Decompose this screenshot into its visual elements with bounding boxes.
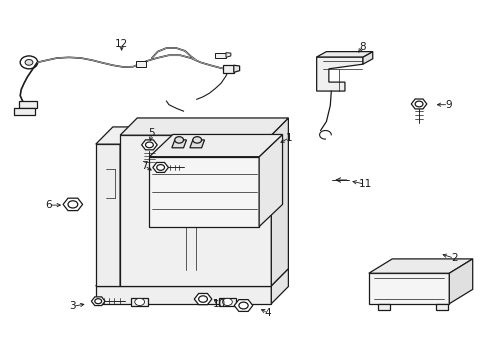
Text: 4: 4	[264, 308, 271, 318]
Circle shape	[20, 56, 38, 69]
Polygon shape	[149, 134, 282, 157]
Polygon shape	[189, 140, 204, 148]
Polygon shape	[377, 304, 389, 310]
Polygon shape	[368, 273, 448, 304]
Polygon shape	[19, 101, 37, 108]
Polygon shape	[215, 53, 225, 58]
Polygon shape	[120, 118, 288, 135]
Circle shape	[145, 142, 153, 148]
Circle shape	[222, 298, 232, 306]
Polygon shape	[171, 140, 186, 148]
Polygon shape	[120, 127, 137, 286]
Polygon shape	[96, 127, 137, 144]
Circle shape	[192, 137, 201, 143]
Text: 2: 2	[450, 253, 457, 263]
Polygon shape	[435, 304, 447, 310]
Circle shape	[135, 298, 144, 306]
Text: 7: 7	[141, 161, 147, 171]
Text: 6: 6	[45, 200, 52, 210]
Circle shape	[25, 59, 33, 65]
Text: 8: 8	[359, 42, 365, 51]
Text: 3: 3	[69, 301, 76, 311]
Polygon shape	[120, 135, 271, 286]
Polygon shape	[271, 269, 288, 304]
Text: 1: 1	[285, 133, 292, 143]
Text: 10: 10	[212, 299, 225, 309]
Text: 9: 9	[444, 100, 451, 110]
Polygon shape	[14, 108, 35, 116]
Polygon shape	[131, 298, 148, 306]
Polygon shape	[271, 118, 288, 286]
Polygon shape	[218, 298, 236, 306]
Circle shape	[239, 302, 247, 309]
Text: 12: 12	[115, 40, 128, 49]
Polygon shape	[225, 53, 230, 57]
Circle shape	[414, 101, 422, 107]
Polygon shape	[233, 65, 239, 72]
Polygon shape	[149, 157, 259, 226]
Polygon shape	[316, 57, 362, 91]
Circle shape	[68, 201, 78, 208]
Text: 5: 5	[148, 129, 155, 138]
Circle shape	[174, 137, 183, 143]
Polygon shape	[368, 259, 472, 273]
Polygon shape	[316, 51, 372, 57]
Circle shape	[95, 299, 102, 304]
Circle shape	[198, 296, 207, 302]
Circle shape	[157, 165, 164, 170]
Polygon shape	[222, 65, 233, 73]
Polygon shape	[448, 259, 472, 304]
Polygon shape	[136, 61, 146, 67]
Text: 11: 11	[358, 179, 371, 189]
Polygon shape	[96, 286, 271, 304]
Polygon shape	[362, 51, 372, 64]
Polygon shape	[259, 134, 282, 226]
Polygon shape	[96, 144, 120, 286]
Polygon shape	[96, 269, 288, 286]
